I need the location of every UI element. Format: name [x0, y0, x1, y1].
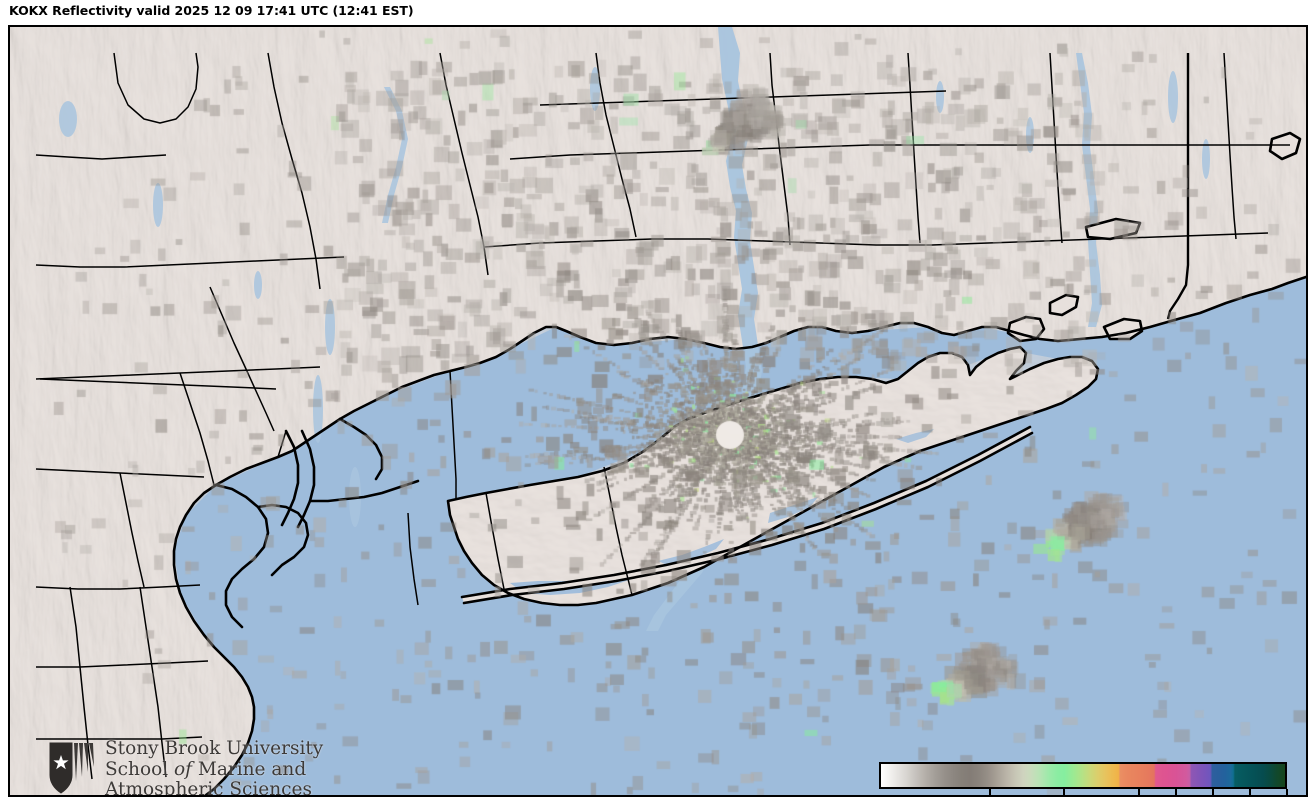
colorbar-tick	[1174, 789, 1177, 795]
colorbar-tick	[1286, 789, 1288, 795]
colorbar-tick	[1137, 789, 1140, 795]
cone-of-silence	[716, 421, 744, 449]
colorbar-tick	[989, 789, 992, 795]
map-frame[interactable]: Stony Brook University School of Marine …	[8, 25, 1308, 797]
colorbar-tick	[1211, 789, 1214, 795]
colorbar-tick	[1063, 789, 1066, 795]
basemap-vector	[10, 27, 1306, 795]
colorbar-tick	[1248, 789, 1251, 795]
page-title: KOKX Reflectivity valid 2025 12 09 17:41…	[9, 3, 414, 18]
map-canvas[interactable]: Stony Brook University School of Marine …	[10, 27, 1306, 795]
colorbar-gradient	[879, 762, 1287, 789]
reflectivity-colorbar[interactable]: 0204050607080	[879, 762, 1288, 795]
colorbar-ticks	[879, 789, 1288, 795]
